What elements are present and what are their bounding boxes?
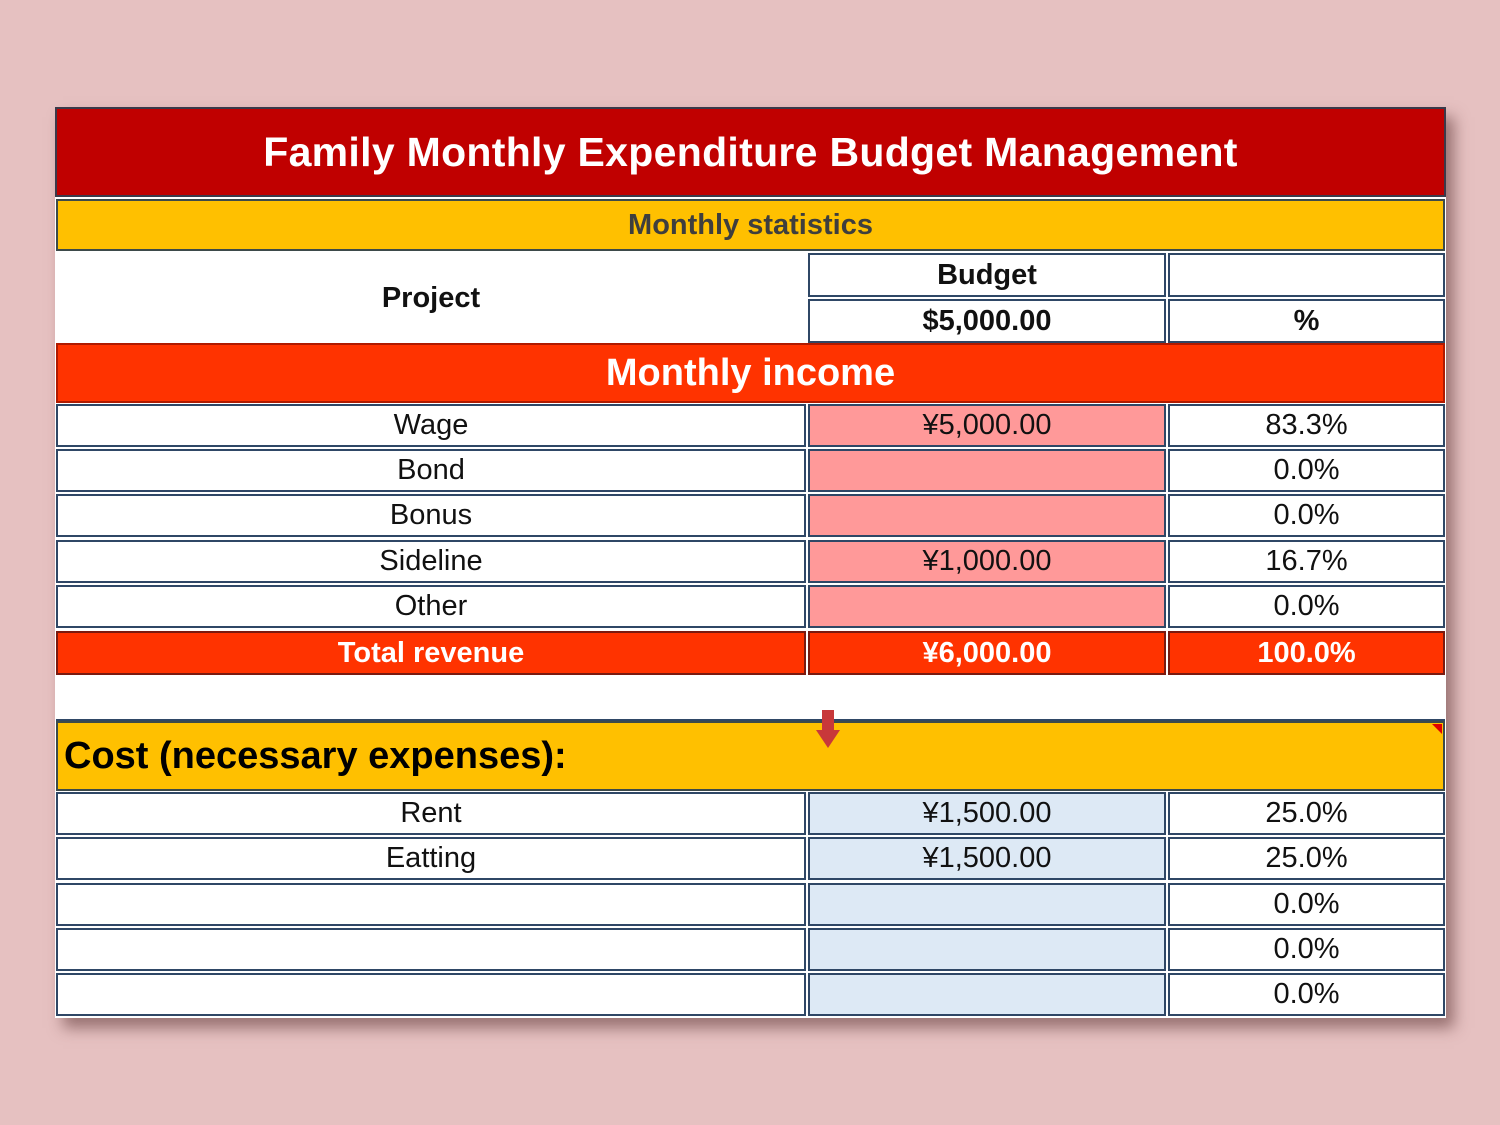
income-amount-cell[interactable]: ¥1,000.00 (808, 540, 1166, 583)
income-label-cell[interactable]: Bonus (56, 494, 806, 537)
total-revenue-label[interactable]: Total revenue (56, 631, 806, 675)
cost-percent-cell[interactable]: 25.0% (1168, 837, 1445, 880)
cost-percent-cell[interactable]: 0.0% (1168, 928, 1445, 971)
cost-amount-cell[interactable]: ¥1,500.00 (808, 837, 1166, 880)
total-revenue-percent[interactable]: 100.0% (1168, 631, 1445, 675)
cost-percent-cell[interactable]: 0.0% (1168, 883, 1445, 926)
income-label-cell[interactable]: Other (56, 585, 806, 628)
down-arrow-icon (816, 710, 840, 748)
percent-header[interactable]: % (1168, 299, 1445, 343)
income-amount-cell[interactable] (808, 585, 1166, 628)
cost-label-cell[interactable]: Eatting (56, 837, 806, 880)
income-label-cell[interactable]: Bond (56, 449, 806, 492)
cost-amount-cell[interactable]: ¥1,500.00 (808, 792, 1166, 835)
cost-percent-cell[interactable]: 25.0% (1168, 792, 1445, 835)
page-title[interactable]: Family Monthly Expenditure Budget Manage… (55, 107, 1446, 197)
cost-label-cell[interactable] (56, 883, 806, 926)
monthly-income-section[interactable]: Monthly income (56, 343, 1445, 403)
cost-amount-cell[interactable] (808, 928, 1166, 971)
cost-amount-cell[interactable] (808, 883, 1166, 926)
project-header[interactable]: Project (56, 253, 806, 343)
monthly-statistics-header[interactable]: Monthly statistics (56, 199, 1445, 251)
income-amount-cell[interactable] (808, 494, 1166, 537)
cost-label-cell[interactable]: Rent (56, 792, 806, 835)
budget-header-blank[interactable] (1168, 253, 1445, 297)
income-label-cell[interactable]: Sideline (56, 540, 806, 583)
income-percent-cell[interactable]: 83.3% (1168, 404, 1445, 447)
income-percent-cell[interactable]: 16.7% (1168, 540, 1445, 583)
income-percent-cell[interactable]: 0.0% (1168, 449, 1445, 492)
total-revenue-amount[interactable]: ¥6,000.00 (808, 631, 1166, 675)
empty-row[interactable] (56, 677, 1445, 721)
cost-amount-cell[interactable] (808, 973, 1166, 1016)
cost-label-cell[interactable] (56, 928, 806, 971)
spreadsheet: Family Monthly Expenditure Budget Manage… (55, 107, 1446, 1018)
cost-percent-cell[interactable]: 0.0% (1168, 973, 1445, 1016)
income-percent-cell[interactable]: 0.0% (1168, 494, 1445, 537)
cost-section-header[interactable]: Cost (necessary expenses): (56, 721, 1445, 791)
cost-label-cell[interactable] (56, 973, 806, 1016)
income-percent-cell[interactable]: 0.0% (1168, 585, 1445, 628)
budget-header[interactable]: Budget (808, 253, 1166, 297)
income-label-cell[interactable]: Wage (56, 404, 806, 447)
budget-value[interactable]: $5,000.00 (808, 299, 1166, 343)
income-amount-cell[interactable]: ¥5,000.00 (808, 404, 1166, 447)
comment-indicator-icon[interactable] (1432, 724, 1442, 734)
income-amount-cell[interactable] (808, 449, 1166, 492)
